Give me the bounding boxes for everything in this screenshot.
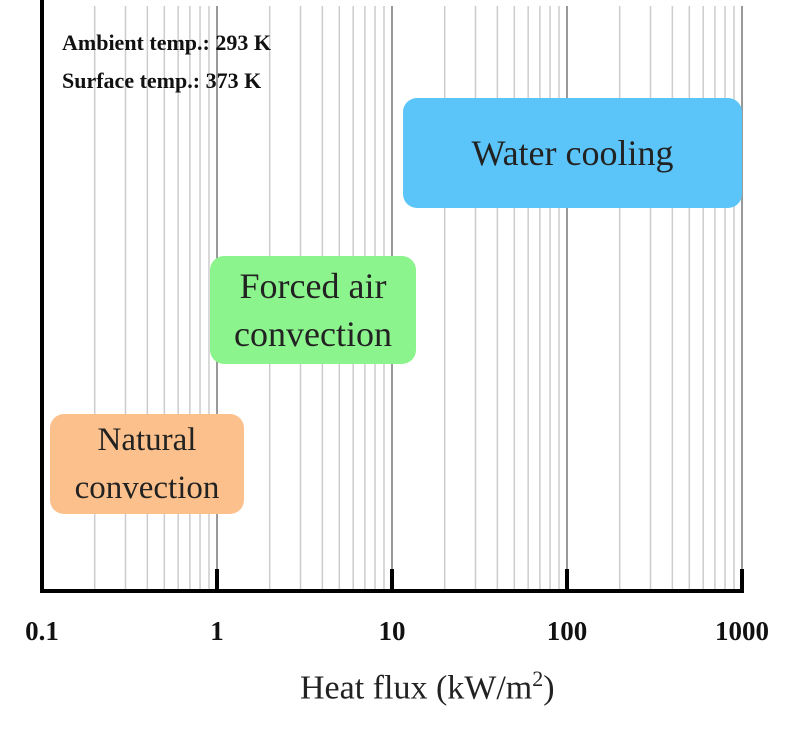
- annotation-surface-temp: Surface temp.: 373 K: [62, 68, 262, 93]
- region-label-line: Forced air: [239, 266, 387, 306]
- x-axis-label: Heat flux (kW/m2): [300, 666, 555, 707]
- region-label-line: convection: [74, 470, 220, 506]
- x-tick-label: 100: [547, 616, 588, 646]
- region-forced-air-convection: Forced air convection: [210, 256, 416, 364]
- x-tick-label: 10: [379, 616, 406, 646]
- annotation-ambient-temp: Ambient temp.: 293 K: [62, 30, 271, 55]
- region-label-line: convection: [234, 314, 392, 354]
- region-label-line: Natural: [97, 422, 197, 458]
- x-tick-label: 1: [210, 616, 224, 646]
- region-natural-convection: Natural convection: [50, 414, 244, 514]
- region-water-cooling: Water cooling: [403, 98, 742, 208]
- x-tick-label: 1000: [715, 616, 769, 646]
- region-label-line: Water cooling: [471, 133, 674, 173]
- x-tick-label: 0.1: [25, 616, 59, 646]
